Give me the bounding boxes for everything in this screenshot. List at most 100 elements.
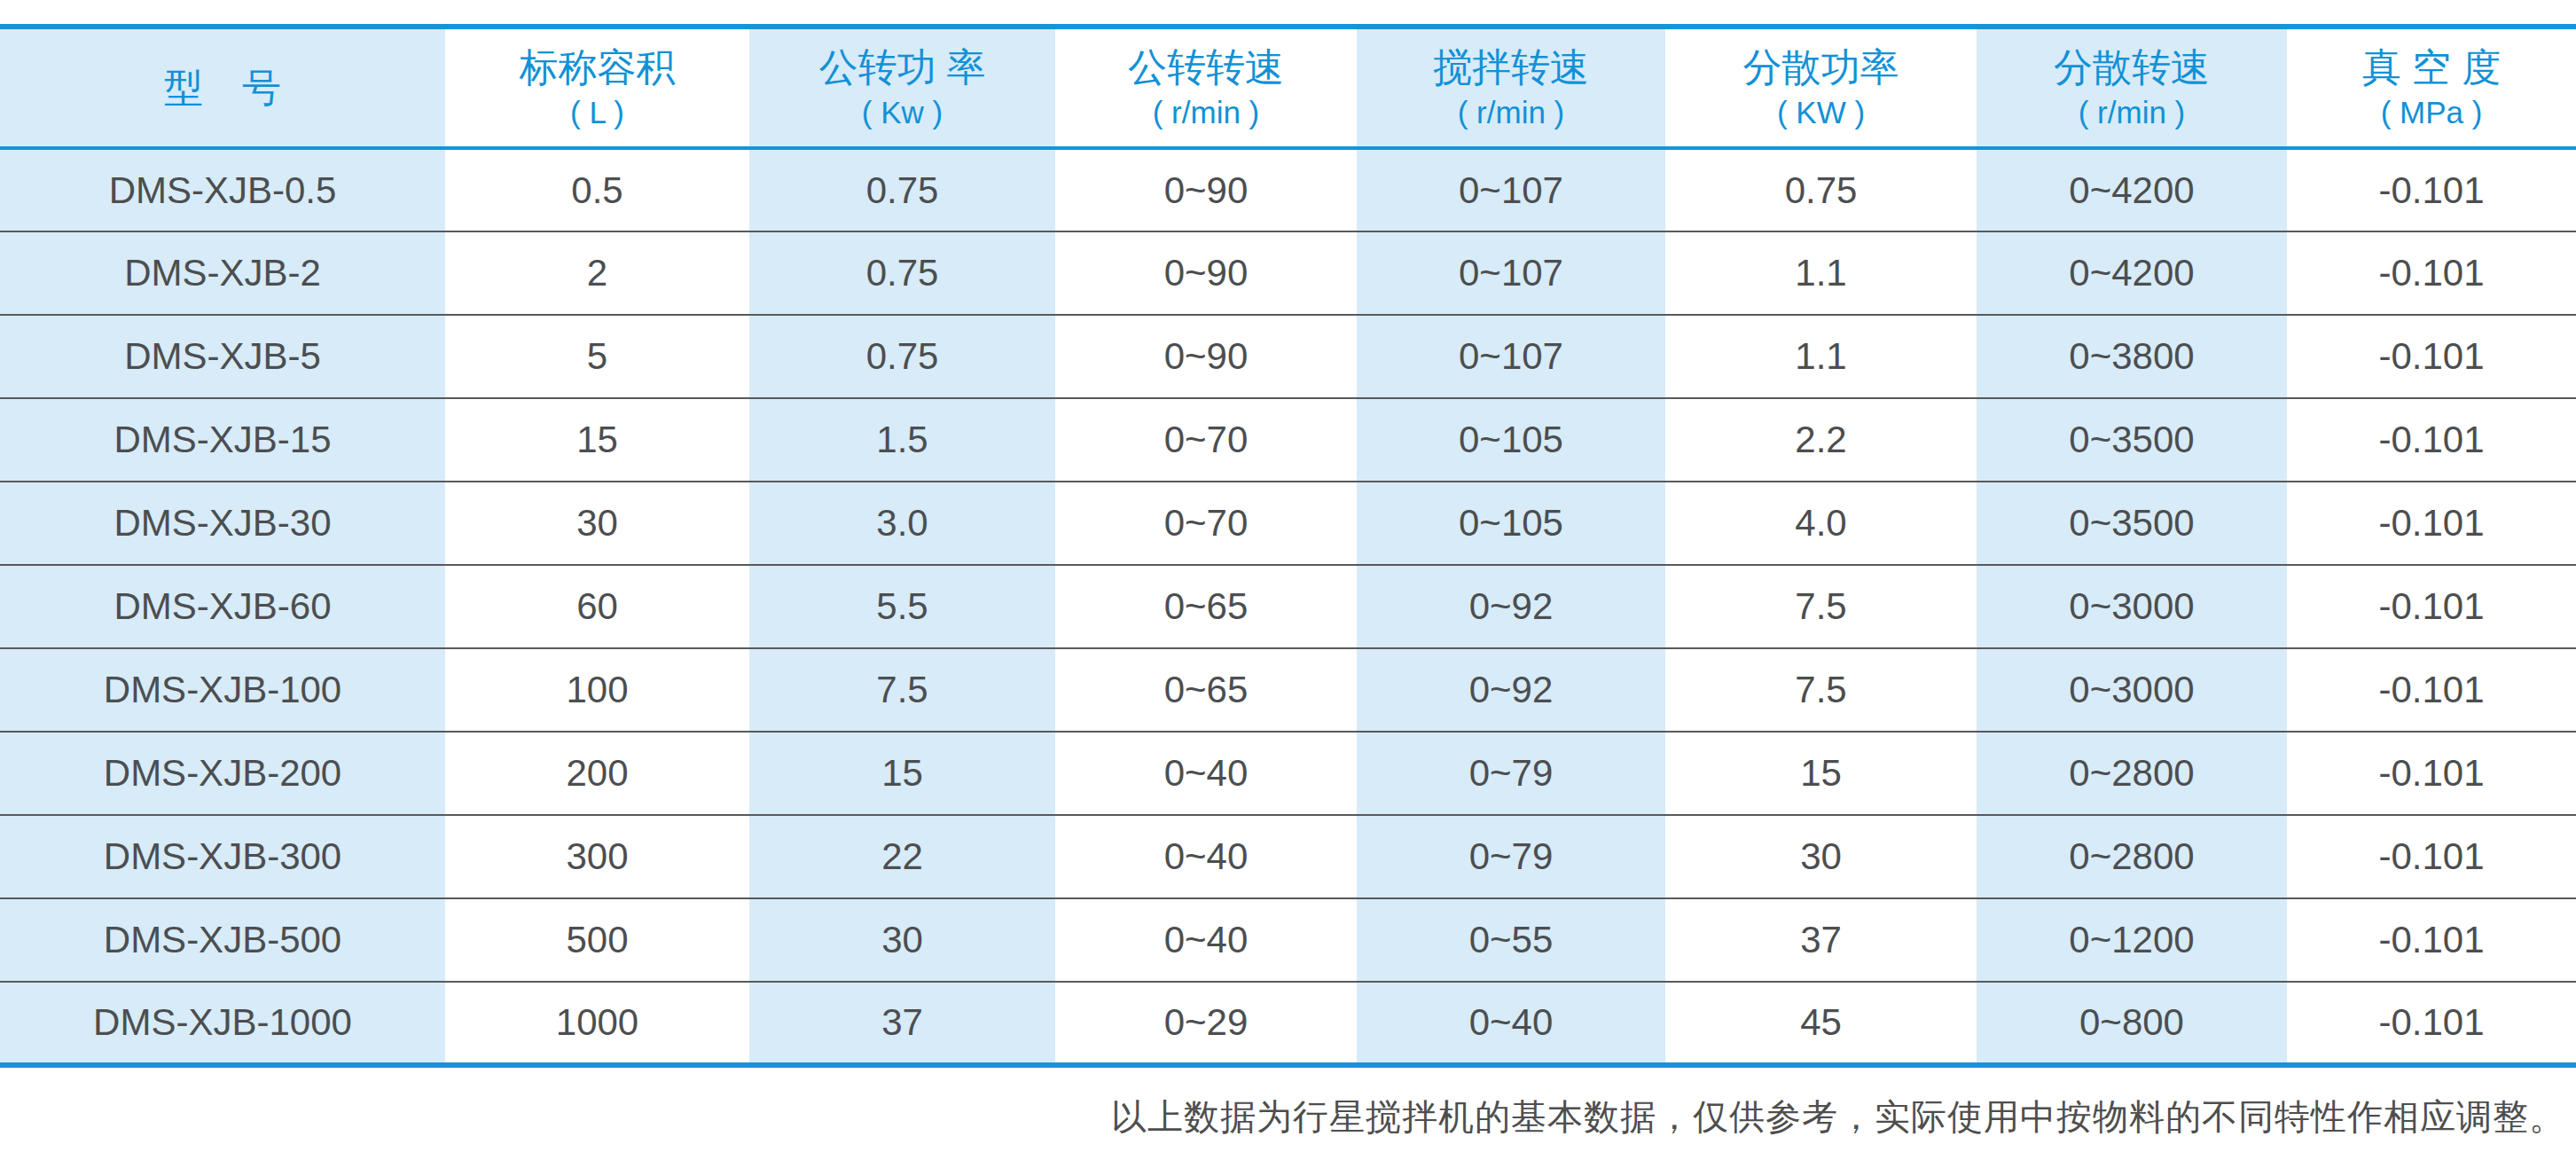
column-header-dispersion-power: 分散功率 ( KW ): [1665, 27, 1977, 148]
value-cell: 0~1200: [1977, 898, 2287, 982]
value-cell: 5: [445, 315, 749, 398]
table-row: DMS-XJB-30303.00~700~1054.00~3500-0.101: [0, 482, 2576, 565]
value-cell: 60: [445, 565, 749, 648]
model-cell: DMS-XJB-100: [0, 648, 445, 732]
value-cell: -0.101: [2287, 565, 2576, 648]
value-cell: 15: [749, 732, 1055, 815]
column-unit: ( MPa ): [2287, 96, 2576, 130]
spec-sheet: 型 号 标称容积 ( L ) 公转功 率 ( Kw ) 公转转速 ( r/min…: [0, 24, 2576, 1068]
column-title: 标称容积: [445, 46, 749, 89]
footer-note: 以上数据为行星搅拌机的基本数据，仅供参考，实际使用中按物料的不同特性作相应调整。: [1111, 1093, 2565, 1141]
value-cell: 30: [1665, 815, 1977, 898]
value-cell: 0~3500: [1977, 398, 2287, 482]
table-row: DMS-XJB-500500300~400~55370~1200-0.101: [0, 898, 2576, 982]
table-row: DMS-XJB-220.750~900~1071.10~4200-0.101: [0, 231, 2576, 315]
model-cell: DMS-XJB-500: [0, 898, 445, 982]
model-cell: DMS-XJB-5: [0, 315, 445, 398]
value-cell: 37: [1665, 898, 1977, 982]
column-header-revolution-speed: 公转转速 ( r/min ): [1055, 27, 1357, 148]
table-row: DMS-XJB-0.50.50.750~900~1070.750~4200-0.…: [0, 148, 2576, 231]
column-title: 真 空 度: [2287, 46, 2576, 89]
value-cell: 0~2800: [1977, 815, 2287, 898]
value-cell: 2.2: [1665, 398, 1977, 482]
spec-table: 型 号 标称容积 ( L ) 公转功 率 ( Kw ) 公转转速 ( r/min…: [0, 24, 2576, 1068]
value-cell: 0~4200: [1977, 231, 2287, 315]
model-cell: DMS-XJB-300: [0, 815, 445, 898]
model-cell: DMS-XJB-30: [0, 482, 445, 565]
value-cell: 15: [445, 398, 749, 482]
value-cell: -0.101: [2287, 231, 2576, 315]
value-cell: 0~92: [1357, 648, 1665, 732]
table-row: DMS-XJB-60605.50~650~927.50~3000-0.101: [0, 565, 2576, 648]
column-unit: ( r/min ): [1357, 96, 1665, 130]
value-cell: 0~90: [1055, 148, 1357, 231]
value-cell: 45: [1665, 982, 1977, 1065]
column-unit: ( r/min ): [1055, 96, 1357, 130]
value-cell: -0.101: [2287, 398, 2576, 482]
value-cell: 500: [445, 898, 749, 982]
value-cell: 0~70: [1055, 482, 1357, 565]
header-row: 型 号 标称容积 ( L ) 公转功 率 ( Kw ) 公转转速 ( r/min…: [0, 27, 2576, 148]
column-unit: ( KW ): [1665, 96, 1977, 130]
value-cell: -0.101: [2287, 732, 2576, 815]
value-cell: 1.1: [1665, 231, 1977, 315]
table-row: DMS-XJB-550.750~900~1071.10~3800-0.101: [0, 315, 2576, 398]
value-cell: -0.101: [2287, 482, 2576, 565]
value-cell: 3.0: [749, 482, 1055, 565]
value-cell: 0~105: [1357, 482, 1665, 565]
table-row: DMS-XJB-15151.50~700~1052.20~3500-0.101: [0, 398, 2576, 482]
value-cell: 22: [749, 815, 1055, 898]
column-unit: ( L ): [445, 96, 749, 130]
value-cell: 0~79: [1357, 815, 1665, 898]
column-unit: ( r/min ): [1977, 96, 2287, 130]
value-cell: -0.101: [2287, 148, 2576, 231]
value-cell: 0~65: [1055, 565, 1357, 648]
value-cell: 4.0: [1665, 482, 1977, 565]
column-header-stirring-speed: 搅拌转速 ( r/min ): [1357, 27, 1665, 148]
value-cell: 0~90: [1055, 231, 1357, 315]
column-title: 公转功 率: [749, 46, 1055, 89]
column-title: 搅拌转速: [1357, 46, 1665, 89]
model-cell: DMS-XJB-0.5: [0, 148, 445, 231]
column-title: 分散功率: [1665, 46, 1977, 89]
value-cell: 15: [1665, 732, 1977, 815]
value-cell: 100: [445, 648, 749, 732]
column-header-revolution-power: 公转功 率 ( Kw ): [749, 27, 1055, 148]
value-cell: 200: [445, 732, 749, 815]
value-cell: 0~70: [1055, 398, 1357, 482]
value-cell: -0.101: [2287, 982, 2576, 1065]
value-cell: 0~3500: [1977, 482, 2287, 565]
value-cell: 0.75: [749, 148, 1055, 231]
value-cell: 30: [445, 482, 749, 565]
value-cell: 0~3800: [1977, 315, 2287, 398]
value-cell: 0.75: [749, 315, 1055, 398]
value-cell: 0~107: [1357, 315, 1665, 398]
column-title: 型 号: [0, 67, 445, 109]
value-cell: 0~40: [1357, 982, 1665, 1065]
column-header-dispersion-speed: 分散转速 ( r/min ): [1977, 27, 2287, 148]
value-cell: 5.5: [749, 565, 1055, 648]
value-cell: 0~90: [1055, 315, 1357, 398]
table-row: DMS-XJB-300300220~400~79300~2800-0.101: [0, 815, 2576, 898]
column-header-vacuum-degree: 真 空 度 ( MPa ): [2287, 27, 2576, 148]
model-cell: DMS-XJB-15: [0, 398, 445, 482]
value-cell: 0~92: [1357, 565, 1665, 648]
table-row: DMS-XJB-10001000370~290~40450~800-0.101: [0, 982, 2576, 1065]
column-header-nominal-volume: 标称容积 ( L ): [445, 27, 749, 148]
value-cell: 7.5: [1665, 565, 1977, 648]
value-cell: 0.75: [749, 231, 1055, 315]
model-cell: DMS-XJB-60: [0, 565, 445, 648]
value-cell: 0~55: [1357, 898, 1665, 982]
value-cell: 0~3000: [1977, 565, 2287, 648]
value-cell: 0~65: [1055, 648, 1357, 732]
model-cell: DMS-XJB-1000: [0, 982, 445, 1065]
table-row: DMS-XJB-1001007.50~650~927.50~3000-0.101: [0, 648, 2576, 732]
value-cell: 1000: [445, 982, 749, 1065]
value-cell: 37: [749, 982, 1055, 1065]
value-cell: 1.1: [1665, 315, 1977, 398]
value-cell: 2: [445, 231, 749, 315]
column-unit: ( Kw ): [749, 96, 1055, 130]
value-cell: 0~79: [1357, 732, 1665, 815]
value-cell: 0~40: [1055, 898, 1357, 982]
column-title: 公转转速: [1055, 46, 1357, 89]
